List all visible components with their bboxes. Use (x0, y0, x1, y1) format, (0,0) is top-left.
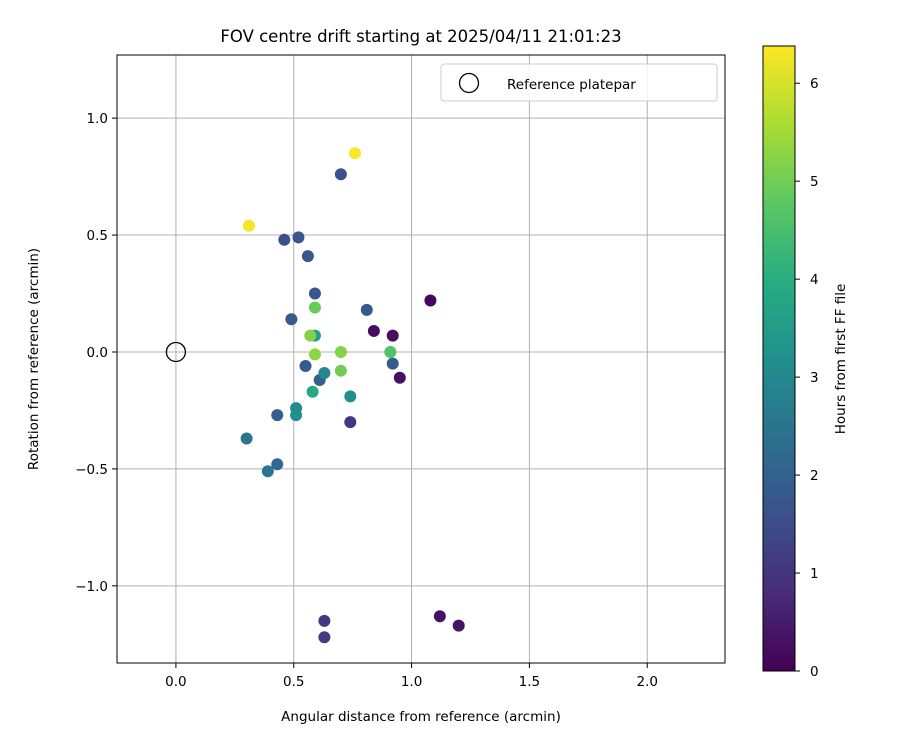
y-tick-label: 0.0 (87, 345, 108, 361)
y-axis-label: Rotation from reference (arcmin) (26, 248, 42, 470)
colorbar: 0 1 2 3 4 5 6 Hours from first FF file (762, 45, 849, 680)
colorbar-label: Hours from first FF file (833, 284, 849, 435)
reference-platepar-marker (165, 341, 187, 363)
data-point (299, 360, 312, 373)
data-point (308, 287, 321, 300)
legend: Reference platepar (440, 63, 718, 102)
data-point (261, 465, 274, 478)
legend-box (440, 63, 718, 102)
colorbar-tick-label: 1 (810, 566, 819, 582)
data-point (301, 250, 314, 263)
chart-title: FOV centre drift starting at 2025/04/11 … (220, 27, 621, 46)
data-point (386, 357, 399, 370)
data-point (318, 631, 331, 644)
data-point (433, 610, 446, 623)
legend-reference-label: Reference platepar (507, 77, 636, 93)
data-point (304, 329, 317, 342)
data-point (344, 416, 357, 429)
x-tick-label: 1.5 (519, 674, 540, 690)
data-point (334, 345, 347, 358)
data-point (285, 313, 298, 326)
data-point (334, 364, 347, 377)
x-tick-label: 0.5 (283, 674, 304, 690)
data-point (271, 409, 284, 422)
data-point (386, 329, 399, 342)
data-point (360, 303, 373, 316)
colorbar-tick-label: 0 (810, 664, 819, 680)
colorbar-gradient (762, 45, 796, 672)
y-tick-label: −0.5 (75, 462, 108, 478)
data-point (242, 219, 255, 232)
colorbar-tick-label: 4 (810, 272, 819, 288)
legend-reference-marker (458, 72, 480, 94)
x-tick-label: 1.0 (401, 674, 422, 690)
data-point (349, 147, 362, 160)
data-point (308, 301, 321, 314)
colorbar-tick-label: 3 (810, 370, 819, 386)
data-point (240, 432, 253, 445)
y-tick-label: 0.5 (87, 228, 108, 244)
grid-lines (117, 55, 725, 663)
data-point (393, 371, 406, 384)
x-tick-label: 0.0 (165, 674, 186, 690)
colorbar-tick-label: 2 (810, 468, 819, 484)
data-point (318, 367, 331, 380)
data-point (306, 385, 319, 398)
colorbar-tick-label: 5 (810, 174, 819, 190)
colorbar-tick-label: 6 (810, 76, 819, 92)
y-tick-label: 1.0 (87, 111, 108, 127)
data-point (452, 619, 465, 632)
x-tick-label: 2.0 (636, 674, 657, 690)
data-point (424, 294, 437, 307)
data-point (292, 231, 305, 244)
data-points (165, 147, 465, 644)
data-point (290, 409, 303, 422)
x-axis-label: Angular distance from reference (arcmin) (281, 709, 561, 725)
y-axis-ticks: −1.0 −0.5 0.0 0.5 1.0 (75, 111, 117, 595)
data-point (318, 614, 331, 627)
colorbar-ticks: 0 1 2 3 4 5 6 (795, 76, 819, 680)
data-point (334, 168, 347, 181)
data-point (344, 390, 357, 403)
plot-frame (116, 54, 726, 664)
x-axis-ticks: 0.0 0.5 1.0 1.5 2.0 (165, 663, 658, 690)
data-point (308, 348, 321, 361)
data-point (384, 345, 397, 358)
y-tick-label: −1.0 (75, 579, 108, 595)
data-point (278, 233, 291, 246)
data-point (367, 324, 380, 337)
data-point (271, 458, 284, 471)
